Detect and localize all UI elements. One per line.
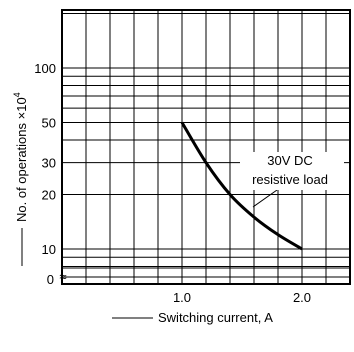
y-tick-label: 100 — [34, 61, 56, 76]
y-zero-label: 0 — [47, 272, 54, 287]
x-tick-label: 1.0 — [173, 290, 191, 305]
y-tick-label: 30 — [42, 156, 56, 171]
y-tick-labels: 100 50 30 20 10 — [34, 61, 56, 257]
annotation-line-1: 30V DC — [267, 153, 313, 168]
grid — [62, 10, 350, 284]
y-tick-label: 10 — [42, 242, 56, 257]
y-tick-label: 50 — [42, 115, 56, 130]
y-axis-label-exponent: 4 — [12, 92, 22, 97]
y-tick-label: 20 — [42, 188, 56, 203]
axis-break-symbol: ≈ — [59, 269, 66, 284]
x-axis-label-group: Switching current, A — [112, 310, 273, 325]
y-axis-label: No. of operations ×104 — [12, 92, 29, 222]
series-line — [180, 121, 303, 251]
y-axis-label-group: No. of operations ×104 — [12, 92, 29, 266]
y-axis-label-text: No. of operations ×10 — [14, 97, 29, 222]
annotation-line-2: resistive load — [252, 172, 328, 187]
plot-frame — [61, 9, 351, 285]
x-tick-label: 2.0 — [293, 290, 311, 305]
x-tick-labels: 1.0 2.0 — [173, 290, 311, 305]
x-axis-label: Switching current, A — [158, 310, 273, 325]
annotation-background — [240, 152, 344, 190]
annotation-leader-line — [252, 189, 278, 208]
